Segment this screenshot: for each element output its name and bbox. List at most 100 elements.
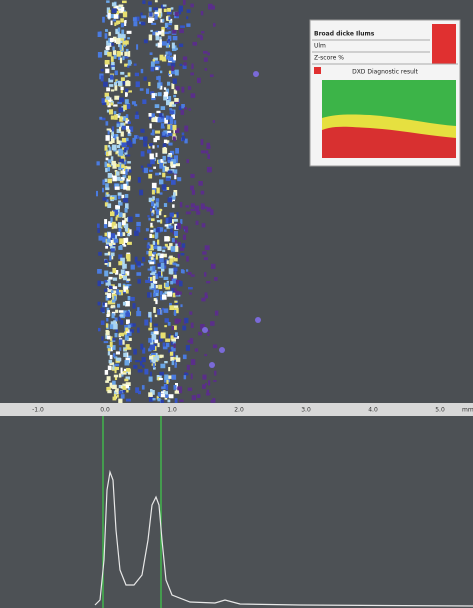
speckle: [210, 321, 215, 326]
speckle: [175, 357, 181, 362]
speckle: [153, 293, 156, 297]
speckle: [140, 151, 145, 157]
speckle: [123, 183, 127, 190]
speckle: [123, 223, 129, 229]
speckle: [166, 27, 171, 30]
speckle: [175, 148, 179, 154]
speckle: [163, 139, 168, 143]
speckle: [201, 297, 206, 302]
speckle: [190, 72, 194, 76]
speckle: [125, 301, 130, 307]
speckle: [134, 360, 140, 363]
speckle: [109, 341, 113, 348]
speckle: [118, 113, 121, 116]
speckle: [162, 147, 168, 154]
speckle: [108, 9, 111, 13]
speckle: [206, 145, 211, 149]
speckle: [114, 363, 120, 367]
speckle: [202, 327, 208, 333]
speckle: [107, 335, 111, 340]
speckle: [167, 246, 171, 251]
speckle: [202, 384, 206, 389]
speckle: [170, 281, 174, 285]
speckle: [156, 110, 161, 114]
speckle: [162, 294, 167, 300]
speckle: [169, 110, 175, 115]
speckle: [153, 245, 157, 250]
speckle: [165, 342, 170, 348]
speckle: [174, 69, 179, 76]
speckle: [173, 385, 177, 390]
speckle: [156, 187, 160, 194]
speckle: [166, 260, 169, 265]
speckle: [204, 206, 208, 209]
speckle: [110, 156, 114, 161]
speckle: [122, 263, 127, 269]
speckle: [112, 323, 118, 330]
speckle: [175, 332, 178, 337]
speckle: [157, 342, 160, 348]
speckle: [102, 237, 107, 243]
speckle: [114, 333, 118, 338]
speckle: [170, 7, 174, 10]
speckle: [111, 8, 117, 13]
speckle: [105, 14, 109, 17]
speckle: [147, 245, 151, 249]
speckle: [155, 130, 160, 134]
speckle: [168, 225, 174, 229]
speckle: [173, 334, 176, 338]
speckle: [126, 331, 132, 336]
profile-curve: [94, 469, 473, 607]
speckle: [147, 149, 152, 154]
speckle: [149, 143, 153, 147]
speckle: [105, 330, 110, 336]
speckle: [159, 354, 164, 358]
speckle: [112, 345, 116, 350]
speckle: [108, 78, 114, 83]
speckle: [162, 172, 166, 178]
speckle: [97, 223, 100, 228]
speckle: [110, 89, 115, 92]
speckle: [167, 399, 171, 403]
speckle: [184, 125, 189, 132]
speckle: [148, 1, 152, 6]
speckle: [158, 8, 162, 13]
speckle: [126, 257, 131, 262]
speckle: [202, 251, 207, 255]
speckle: [110, 14, 114, 19]
speckle: [174, 240, 178, 245]
speckle: [121, 116, 127, 121]
speckle: [100, 320, 105, 325]
speckle: [172, 36, 178, 41]
speckle: [113, 353, 116, 358]
speckle: [167, 115, 172, 120]
speckle: [116, 123, 120, 128]
speckle: [150, 158, 155, 165]
speckle: [152, 145, 155, 149]
speckle: [150, 316, 152, 323]
speckle: [121, 374, 124, 377]
speckle: [120, 86, 124, 91]
speckle: [134, 72, 139, 77]
speckle: [178, 5, 183, 12]
speckle: [162, 346, 168, 350]
speckle: [127, 233, 130, 237]
speckle: [127, 81, 131, 86]
speckle: [133, 21, 138, 27]
speckle: [203, 257, 208, 261]
speckle: [123, 352, 128, 357]
speckle: [166, 9, 172, 15]
speckle: [150, 222, 153, 227]
speckle: [114, 369, 117, 374]
speckle: [115, 205, 120, 209]
speckle: [172, 78, 177, 84]
speckle: [122, 168, 127, 175]
speckle: [105, 45, 110, 50]
speckle: [190, 359, 196, 365]
speckle: [113, 111, 117, 115]
speckle: [106, 41, 111, 46]
speckle: [171, 63, 176, 68]
speckle: [104, 270, 109, 277]
speckle: [105, 380, 109, 383]
